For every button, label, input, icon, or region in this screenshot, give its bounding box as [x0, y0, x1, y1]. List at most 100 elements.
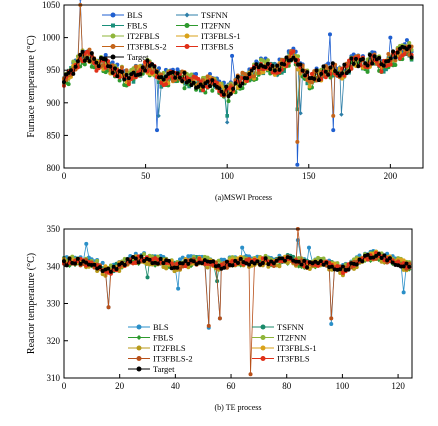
- data-point: [71, 71, 76, 76]
- data-point: [307, 84, 312, 89]
- data-point: [328, 65, 333, 70]
- data-point: [169, 261, 174, 266]
- legend-marker: [260, 335, 266, 340]
- legend-label: IT2FBLS: [127, 31, 160, 41]
- data-point: [111, 264, 116, 269]
- data-point: [231, 86, 236, 91]
- data-point: [73, 261, 78, 266]
- legend-label: BLS: [153, 322, 169, 332]
- data-point: [142, 252, 147, 257]
- data-point: [161, 77, 166, 82]
- data-point: [298, 62, 303, 67]
- data-point: [347, 69, 352, 74]
- data-point: [275, 63, 280, 68]
- data-point: [263, 65, 268, 70]
- legend-entry: TSFNN: [176, 10, 228, 20]
- data-point: [407, 41, 412, 46]
- data-point: [247, 254, 252, 259]
- data-point: [365, 252, 370, 257]
- data-point: [260, 261, 265, 266]
- panel-mswi: 0 50 100 150 200 800 850 900 950 1000 1050 Furnace…: [26, 0, 424, 202]
- data-point: [263, 256, 268, 261]
- data-point: [280, 256, 285, 261]
- legend-marker: [111, 23, 115, 28]
- data-point: [89, 51, 94, 56]
- data-point: [95, 259, 100, 264]
- data-point: [331, 113, 336, 118]
- y-tick-label: 850: [47, 130, 61, 140]
- data-point: [183, 259, 188, 264]
- legend-label: TSFNN: [277, 322, 304, 332]
- data-point: [280, 70, 284, 75]
- data-point: [291, 49, 296, 54]
- data-point: [305, 70, 310, 75]
- data-point: [339, 112, 344, 117]
- data-point: [302, 73, 307, 78]
- data-point: [191, 80, 196, 85]
- data-point: [327, 260, 332, 265]
- legend-entry: BLS: [102, 10, 143, 20]
- data-point: [277, 264, 282, 269]
- data-point: [299, 262, 304, 267]
- data-point: [136, 260, 141, 265]
- data-point: [230, 263, 235, 268]
- legend-entry: IT3FBLS-1: [252, 343, 317, 353]
- data-point: [386, 52, 391, 57]
- data-point: [106, 266, 111, 271]
- data-point: [354, 262, 359, 267]
- x-tick-label: 120: [391, 381, 405, 391]
- data-point: [166, 79, 171, 83]
- data-point: [163, 74, 168, 79]
- data-point: [252, 66, 257, 71]
- x-tick-label: 0: [62, 171, 67, 181]
- legend-marker: [260, 356, 266, 361]
- data-point: [217, 316, 222, 321]
- data-point: [219, 89, 224, 94]
- data-point: [282, 62, 287, 67]
- data-point: [133, 256, 138, 261]
- data-point: [126, 82, 131, 87]
- data-point: [396, 260, 401, 265]
- data-point: [84, 241, 89, 246]
- data-point: [240, 245, 245, 250]
- data-point: [161, 261, 166, 266]
- data-point: [382, 253, 387, 258]
- data-point: [402, 52, 407, 57]
- data-point: [85, 56, 90, 61]
- data-point: [401, 290, 406, 295]
- x-tick-label: 0: [62, 381, 67, 391]
- y-tick-label: 900: [47, 98, 61, 108]
- data-point: [112, 66, 117, 71]
- x-tick-label: 50: [141, 171, 151, 181]
- data-point: [271, 261, 276, 266]
- data-point: [326, 61, 331, 66]
- data-point: [372, 62, 377, 66]
- series-line: [63, 240, 410, 328]
- te-y-axis-label: Reactor temperature (°C): [26, 253, 37, 354]
- data-point: [288, 255, 293, 260]
- data-point: [154, 69, 159, 74]
- data-point: [309, 80, 314, 85]
- data-point: [187, 78, 192, 83]
- legend-marker: [184, 12, 190, 18]
- legend-label: FBLS: [127, 21, 148, 31]
- data-point: [180, 79, 185, 84]
- data-point: [142, 259, 147, 264]
- mswi-y-axis-label: Furnace temperature (°C): [26, 35, 37, 137]
- data-point: [161, 75, 166, 80]
- legend-marker: [136, 324, 142, 330]
- data-point: [388, 62, 393, 67]
- data-point: [221, 92, 226, 97]
- data-point: [319, 71, 324, 76]
- data-point: [284, 55, 289, 60]
- data-point: [217, 86, 222, 91]
- legend-label: IT2FBLS: [153, 343, 186, 353]
- legend-label: Target: [153, 364, 175, 374]
- data-point: [300, 68, 305, 73]
- data-point: [252, 261, 257, 266]
- data-point: [140, 65, 145, 70]
- data-point: [346, 267, 351, 272]
- x-tick-label: 200: [384, 171, 398, 181]
